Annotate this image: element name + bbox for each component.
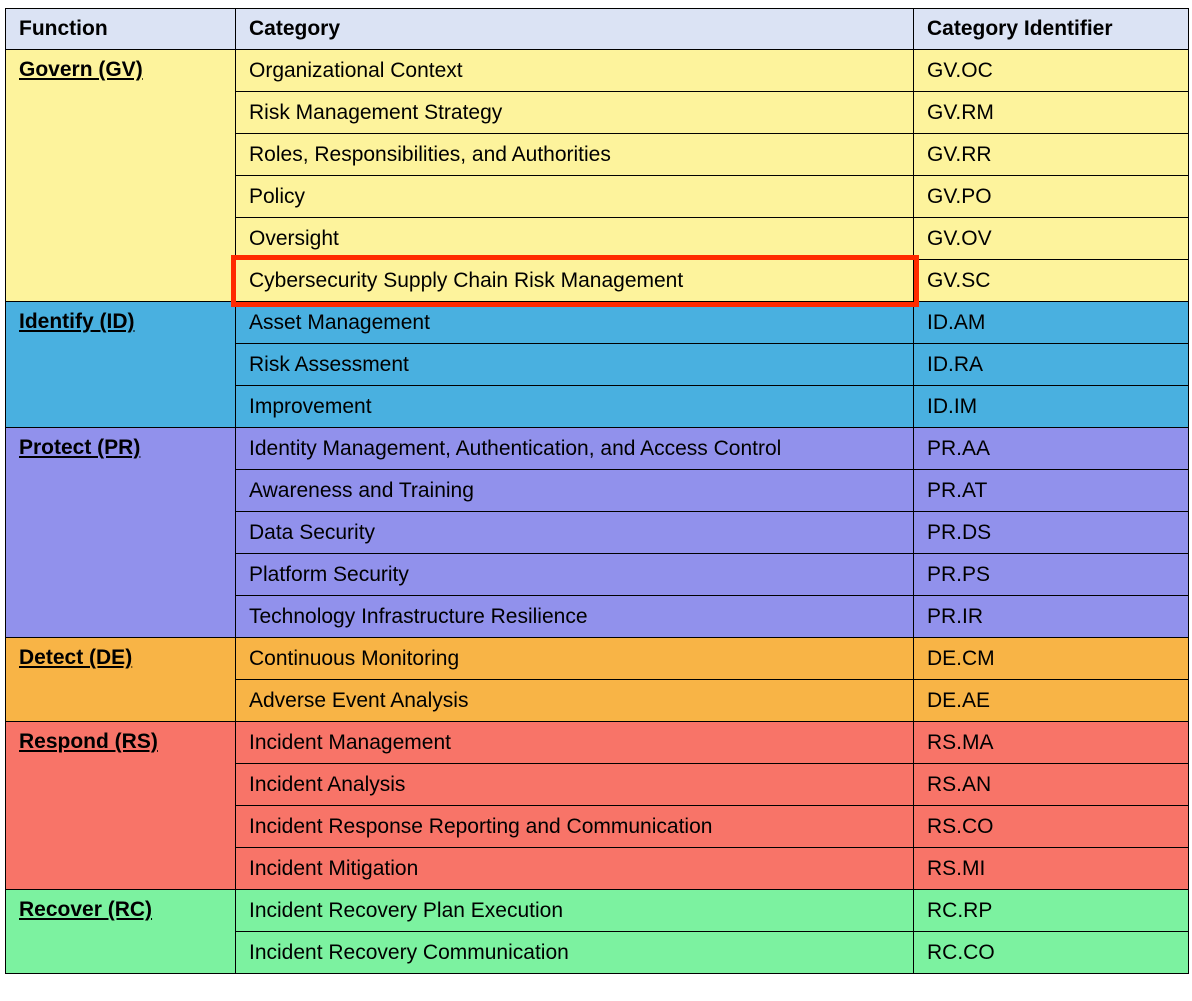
category-cell: Identity Management, Authentication, and… [235, 427, 914, 470]
category-cell: Roles, Responsibilities, and Authorities [235, 133, 914, 176]
function-table: Function Category Category Identifier Go… [5, 8, 1189, 974]
function-cell: Protect (PR) [5, 427, 236, 638]
category-cell: Incident Analysis [235, 763, 914, 806]
category-cell: Risk Assessment [235, 343, 914, 386]
category-cell: Improvement [235, 385, 914, 428]
identifier-cell: PR.IR [913, 595, 1189, 638]
identifier-cell: PR.PS [913, 553, 1189, 596]
identifier-cell: GV.OC [913, 49, 1189, 92]
category-cell: Cybersecurity Supply Chain Risk Manageme… [230, 254, 919, 307]
table-row: Risk Assessment ID.RA [5, 343, 1189, 386]
identifier-cell: GV.RR [913, 133, 1189, 176]
category-cell: Incident Management [235, 721, 914, 764]
function-cell: Recover (RC) [5, 889, 236, 974]
category-cell: Awareness and Training [235, 469, 914, 512]
table-row: Incident Mitigation RS.MI [5, 847, 1189, 890]
category-cell: Risk Management Strategy [235, 91, 914, 134]
category-cell: Technology Infrastructure Resilience [235, 595, 914, 638]
table-row: Awareness and Training PR.AT [5, 469, 1189, 512]
table-row: Identify (ID) Asset Management ID.AM [5, 301, 1189, 428]
identifier-cell: RC.RP [913, 889, 1189, 932]
header-cell: Function [5, 8, 236, 50]
table-row: Respond (RS) Incident Management RS.MA [5, 721, 1189, 890]
identifier-cell: RS.CO [913, 805, 1189, 848]
category-cell: Adverse Event Analysis [235, 679, 914, 722]
identifier-cell: GV.SC [913, 259, 1189, 302]
table-row: Risk Management Strategy GV.RM [5, 91, 1189, 134]
header-cell: Category Identifier [913, 8, 1189, 50]
table-row: Govern (GV) Organizational Context GV.OC [5, 49, 1189, 302]
identifier-cell: DE.CM [913, 637, 1189, 680]
category-cell: Policy [235, 175, 914, 218]
identifier-cell: GV.RM [913, 91, 1189, 134]
category-cell: Platform Security [235, 553, 914, 596]
identifier-cell: PR.AT [913, 469, 1189, 512]
category-cell: Incident Recovery Communication [235, 931, 914, 974]
category-cell: Incident Recovery Plan Execution [235, 889, 914, 932]
category-cell: Incident Mitigation [235, 847, 914, 890]
table-row: Recover (RC) Incident Recovery Plan Execu… [5, 889, 1189, 974]
identifier-cell: RS.MA [913, 721, 1189, 764]
identifier-cell: ID.RA [913, 343, 1189, 386]
category-cell: Incident Response Reporting and Communic… [235, 805, 914, 848]
category-cell: Organizational Context [235, 49, 914, 92]
category-cell: Continuous Monitoring [235, 637, 914, 680]
function-cell: Govern (GV) [5, 49, 236, 302]
table-row: Detect (DE) Continuous Monitoring DE.CM [5, 637, 1189, 722]
identifier-cell: ID.AM [913, 301, 1189, 344]
identifier-cell: PR.AA [913, 427, 1189, 470]
identifier-cell: ID.IM [913, 385, 1189, 428]
table-body: Govern (GV) Organizational Context GV.OC Ri… [5, 49, 1189, 974]
category-cell: Oversight [235, 217, 914, 260]
header-row: Function Category Category Identifier [5, 8, 1189, 50]
identifier-cell: DE.AE [913, 679, 1189, 722]
header-cell: Category [235, 8, 914, 50]
function-cell: Respond (RS) [5, 721, 236, 890]
category-cell: Asset Management [235, 301, 914, 344]
function-cell: Detect (DE) [5, 637, 236, 722]
identifier-cell: RS.AN [913, 763, 1189, 806]
identifier-cell: RC.CO [913, 931, 1189, 974]
identifier-cell: GV.PO [913, 175, 1189, 218]
table-row: Platform Security PR.PS [5, 553, 1189, 596]
category-cell: Data Security [235, 511, 914, 554]
identifier-cell: PR.DS [913, 511, 1189, 554]
table-row: Protect (PR) Identity Management, Authent… [5, 427, 1189, 638]
identifier-cell: GV.OV [913, 217, 1189, 260]
identifier-cell: RS.MI [913, 847, 1189, 890]
function-cell: Identify (ID) [5, 301, 236, 428]
